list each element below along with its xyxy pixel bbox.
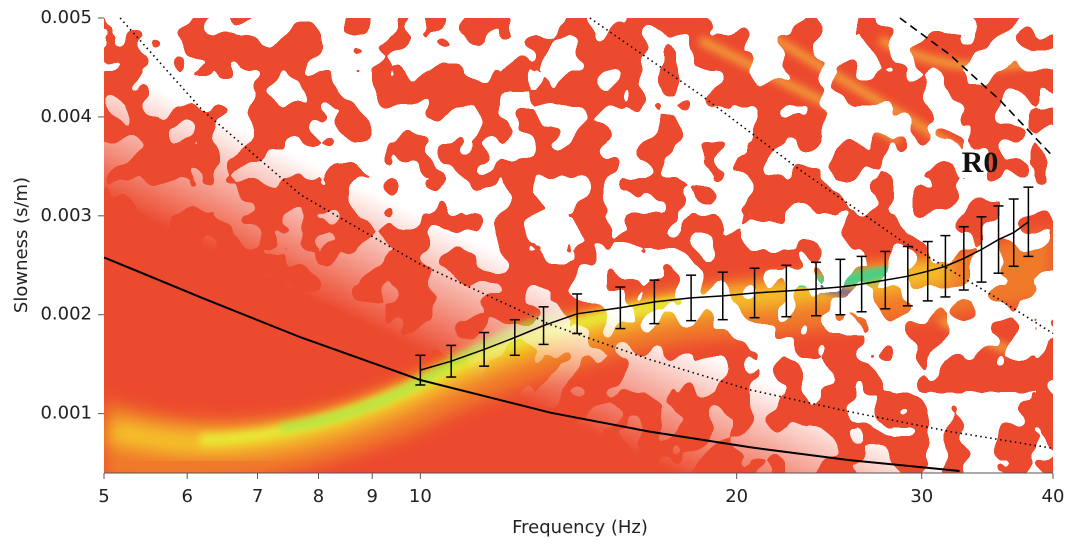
x-tick-label: 10 [409, 486, 432, 507]
y-tick-label: 0.001 [40, 403, 92, 424]
y-tick-label: 0.005 [40, 7, 92, 28]
x-tick-label: 5 [98, 486, 109, 507]
x-tick-label: 7 [252, 486, 263, 507]
pick-line [420, 221, 1029, 371]
x-tick-label: 40 [1042, 486, 1065, 507]
x-tick-label: 20 [725, 486, 748, 507]
y-tick-label: 0.004 [40, 106, 92, 127]
curve [103, 256, 960, 472]
annotation: R0 [962, 146, 999, 179]
dispersion-image [104, 18, 1053, 473]
x-tick-label: 8 [313, 486, 324, 507]
x-tick-label: 30 [910, 486, 933, 507]
curve [899, 17, 1054, 158]
x-tick-label: 9 [367, 486, 378, 507]
curve [589, 17, 1054, 335]
y-axis-label: Slowness (s/m) [11, 177, 32, 313]
y-tick-label: 0.002 [40, 304, 92, 325]
y-tick-label: 0.003 [40, 205, 92, 226]
x-axis-label: Frequency (Hz) [512, 517, 648, 538]
x-tick-label: 6 [181, 486, 192, 507]
